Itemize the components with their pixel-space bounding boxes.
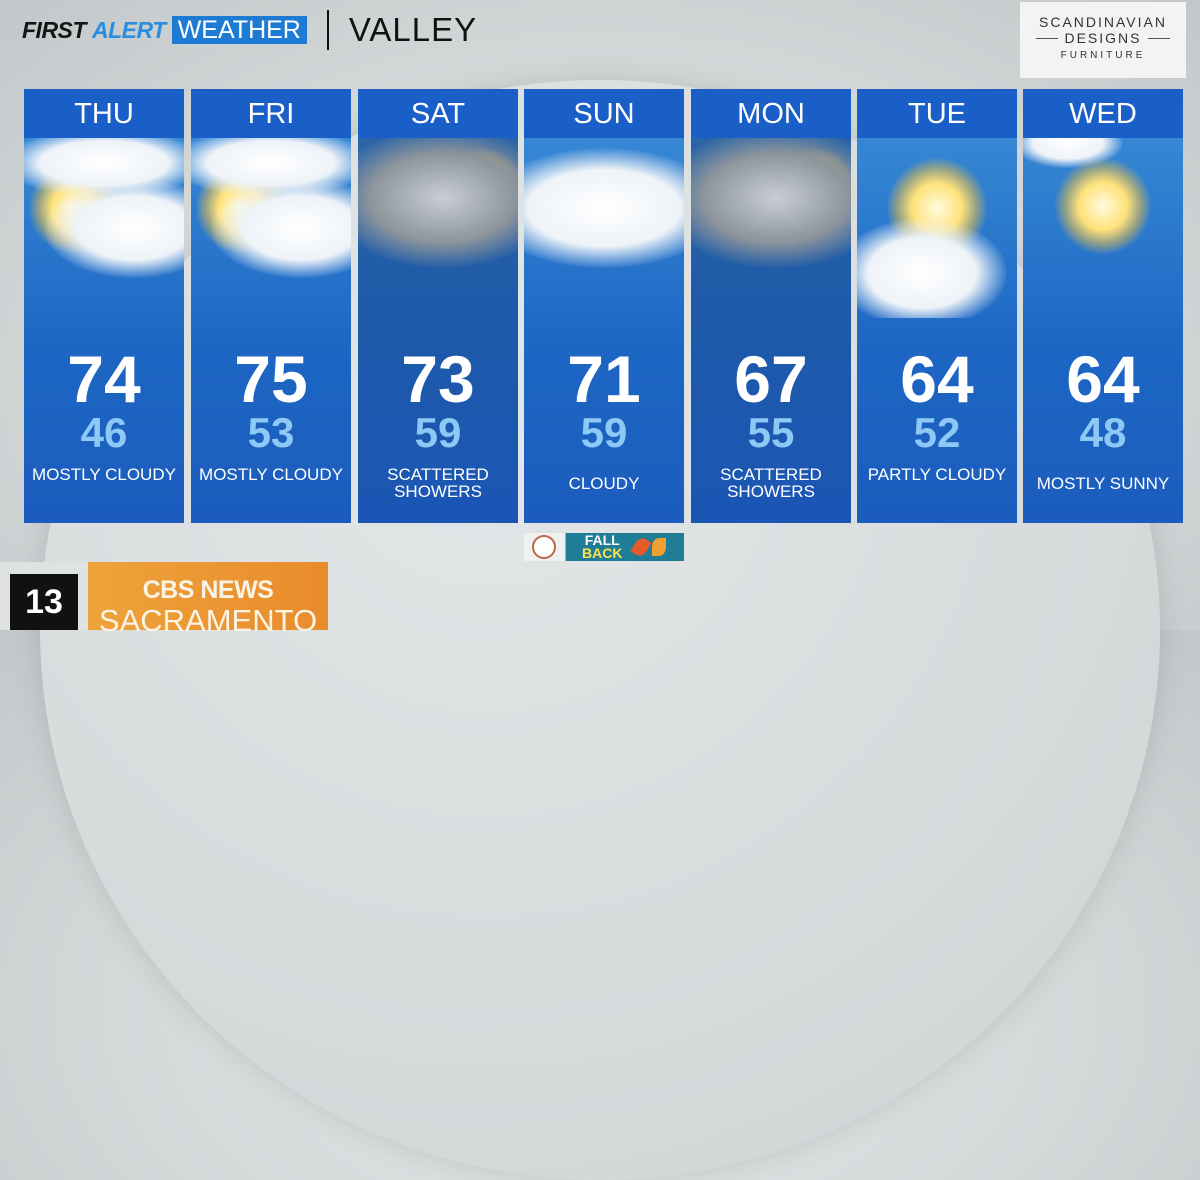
fall-back-text: FALL BACK: [582, 532, 623, 561]
sponsor-logo: SCANDINAVIAN DESIGNS FURNITURE: [1020, 2, 1186, 78]
day-label: WED: [1023, 89, 1183, 138]
condition-label: SCATTERED SHOWERS: [387, 465, 489, 501]
day-label: TUE: [857, 89, 1017, 138]
day-label: THU: [24, 89, 184, 138]
station-brand: CBS NEWS: [142, 576, 274, 604]
station-logo: CBS NEWS SACRAMENTO: [88, 562, 328, 638]
region-label: VALLEY: [348, 11, 478, 48]
low-temp: 52: [913, 409, 961, 456]
fall-back-banner: FALL BACK: [524, 533, 684, 561]
mostly-cloudy-icon: [24, 138, 184, 318]
page-title: FIRST ALERT WEATHER VALLEY: [22, 10, 478, 50]
title-alert: ALERT: [91, 16, 166, 43]
forecast-day-thu: THU 74 46 MOSTLY CLOUDY: [24, 89, 184, 523]
high-temp: 64: [900, 342, 974, 416]
condition-label: CLOUDY: [568, 474, 640, 493]
day-label: SAT: [358, 89, 518, 138]
condition-label: MOSTLY CLOUDY: [199, 465, 343, 484]
low-temp: 48: [1079, 409, 1127, 456]
high-temp: 71: [567, 342, 641, 416]
high-temp: 67: [734, 342, 808, 416]
high-temp: 73: [401, 342, 475, 416]
channel-number: 13: [10, 574, 78, 630]
condition-label: PARTLY CLOUDY: [867, 465, 1007, 484]
day-label: MON: [691, 89, 851, 138]
forecast-day-wed: WED 64 48 MOSTLY SUNNY: [1023, 89, 1183, 523]
day-label: FRI: [191, 89, 351, 138]
day-label: SUN: [524, 89, 684, 138]
title-divider: [326, 10, 329, 50]
condition-label: MOSTLY CLOUDY: [32, 465, 176, 484]
condition-label: SCATTERED SHOWERS: [720, 465, 822, 501]
leaf-icon: [652, 538, 667, 556]
sponsor-line3: FURNITURE: [1060, 50, 1146, 61]
cloudy-icon: [524, 138, 684, 318]
low-temp: 53: [247, 409, 295, 456]
high-temp: 74: [67, 342, 141, 416]
low-temp: 59: [580, 409, 628, 456]
banner-line1: FALL: [584, 532, 620, 548]
channel-logo: 13: [0, 562, 88, 630]
high-temp: 75: [234, 342, 308, 416]
condition-label: MOSTLY SUNNY: [1036, 474, 1170, 493]
sunny-icon: [1023, 138, 1183, 318]
title-first: FIRST: [22, 16, 86, 43]
forecast-day-tue: TUE 64 52 PARTLY CLOUDY: [857, 89, 1017, 523]
sponsor-line1: SCANDINAVIAN: [1039, 14, 1167, 30]
forecast-day-fri: FRI 75 53 MOSTLY CLOUDY: [191, 89, 351, 523]
banner-line2: BACK: [582, 545, 623, 561]
partly-cloudy-icon: [857, 138, 1017, 318]
sponsor-line2: DESIGNS: [1020, 30, 1186, 46]
clock-icon: [532, 535, 556, 559]
forecast-day-sun: SUN 71 59 CLOUDY: [524, 89, 684, 523]
low-temp: 46: [80, 409, 128, 456]
showers-icon: [691, 138, 851, 318]
leaf-icon: [630, 535, 653, 559]
title-weather: WEATHER: [171, 16, 307, 44]
forecast-day-mon: MON 67 55 SCATTERED SHOWERS: [691, 89, 851, 523]
forecast-day-sat: SAT 73 59 SCATTERED SHOWERS: [358, 89, 518, 523]
high-temp: 64: [1066, 342, 1140, 416]
station-city: SACRAMENTO: [98, 603, 318, 638]
low-temp: 55: [747, 409, 795, 456]
mostly-cloudy-icon: [191, 138, 351, 318]
showers-icon: [358, 138, 518, 318]
low-temp: 59: [414, 409, 462, 456]
